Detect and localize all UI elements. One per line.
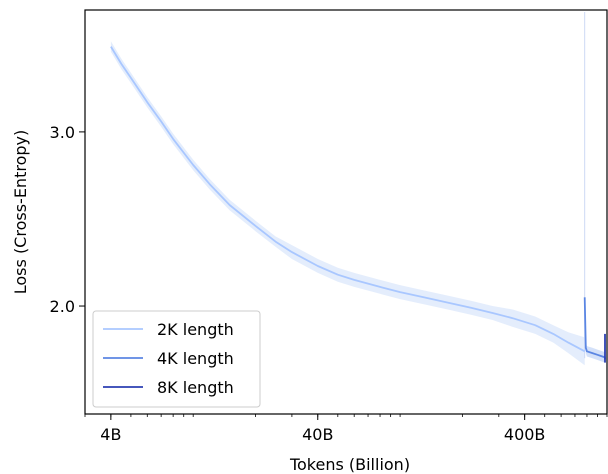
x-tick-label: 40B	[302, 425, 333, 444]
plot-frame	[84, 9, 608, 415]
x-tick-label: 400B	[504, 425, 546, 444]
legend-label: 2K length	[157, 320, 234, 339]
y-tick-label: 2.0	[50, 297, 75, 316]
y-axis-label: Loss (Cross-Entropy)	[11, 130, 30, 294]
spike-lines	[584, 12, 586, 359]
y-axis-ticks: 2.0 3.0	[50, 123, 85, 316]
y-tick-label: 3.0	[50, 123, 75, 142]
legend-box	[92, 310, 261, 408]
legend-label: 4K length	[157, 349, 234, 368]
band-series-0	[110, 41, 585, 366]
series-lines	[110, 46, 606, 363]
x-tick-label: 4B	[100, 425, 121, 444]
line-series-0	[110, 46, 586, 353]
legend-label: 8K length	[157, 378, 234, 397]
x-axis-label: Tokens (Billion)	[289, 455, 410, 474]
legend: 2K length 4K length 8K length	[92, 310, 261, 408]
x-axis-ticks: 4B 40B 400B	[84, 414, 608, 444]
